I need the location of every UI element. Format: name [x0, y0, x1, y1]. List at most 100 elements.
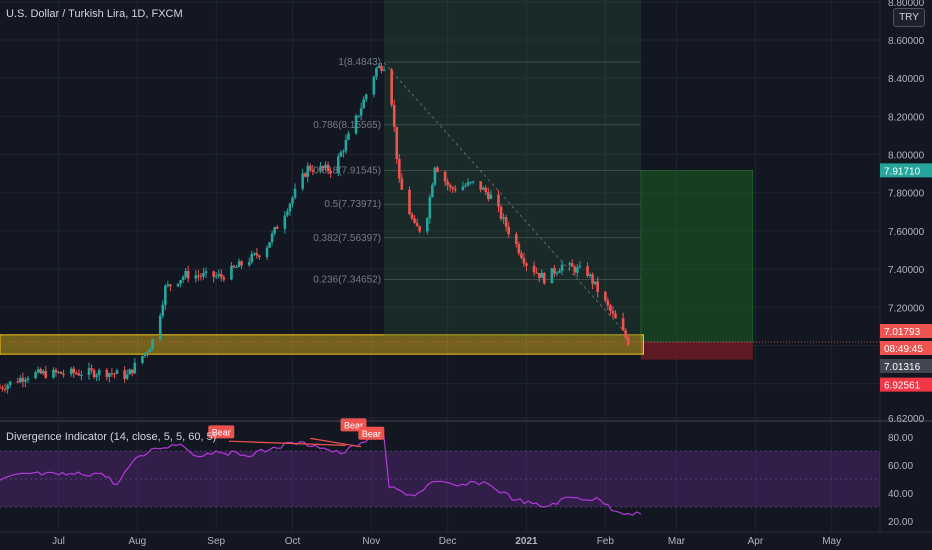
candle-body: [392, 105, 396, 127]
candle-body: [146, 351, 149, 353]
candle-body: [591, 274, 594, 284]
candle-body: [19, 377, 22, 383]
candle-body: [573, 266, 577, 273]
candle-body: [95, 375, 98, 378]
candle-body: [451, 187, 455, 189]
candle-body: [69, 368, 73, 375]
candle-body: [6, 384, 9, 390]
candle-body: [354, 115, 358, 134]
candle-body: [342, 151, 345, 153]
bear-label-box: [208, 425, 235, 439]
candle-body: [400, 178, 404, 190]
fib-level-label: 1(8.4843): [338, 57, 381, 68]
candle-body: [235, 267, 238, 269]
fibonacci-retracement[interactable]: 1(8.4843) 0.786(8.15565) 0.618(7.91545) 0.5…: [313, 0, 641, 337]
zones-layer: [0, 170, 754, 360]
price-tick-label: 8.20000: [888, 112, 925, 123]
candle-body: [471, 181, 475, 183]
time-tick-label: 2021: [515, 536, 538, 547]
candle-body: [250, 253, 254, 262]
candle-body: [408, 189, 411, 215]
candle-body: [481, 187, 485, 190]
price-badge-label: 7.01793: [884, 327, 921, 338]
candle-body: [217, 274, 221, 276]
candle-body: [184, 270, 187, 278]
candle-body: [161, 304, 165, 316]
candle-body: [410, 214, 414, 219]
candle-body: [214, 275, 218, 277]
candle-body: [464, 185, 467, 187]
fib-level-label: 0.786(8.15565): [313, 120, 381, 131]
candle-body: [181, 277, 185, 281]
candle-body: [34, 372, 37, 379]
candle-body: [377, 65, 381, 68]
candle-body: [115, 370, 119, 374]
candle-body: [347, 133, 350, 140]
candle-body: [611, 310, 615, 314]
candle-body: [336, 156, 340, 174]
candle-body: [469, 182, 472, 184]
candle-body: [247, 261, 251, 266]
candle-body: [8, 381, 12, 385]
price-badges: 7.91710 7.01793 08:49:45 7.01316 6.92561: [880, 163, 932, 392]
candle-body: [176, 283, 180, 287]
price-tick-label: 8.40000: [888, 74, 925, 85]
candle-body: [57, 371, 60, 373]
candle-body: [461, 186, 465, 191]
candle-body: [288, 203, 292, 212]
price-tick-label: 7.20000: [888, 303, 925, 314]
time-tick-label: Feb: [597, 536, 615, 547]
candle-body: [522, 258, 526, 264]
candle-body: [90, 368, 93, 371]
position-target-zone[interactable]: [640, 170, 754, 343]
time-tick-label: Oct: [285, 536, 301, 547]
candle-body: [130, 369, 134, 374]
candle-body: [453, 188, 457, 191]
fib-level-label: 0.382(7.56397): [313, 233, 381, 244]
time-tick-label: Mar: [668, 536, 686, 547]
candle-body: [237, 261, 241, 268]
candle-body: [240, 261, 243, 266]
candle-body: [484, 187, 488, 193]
candle-body: [62, 373, 65, 375]
candle-body: [504, 217, 508, 227]
candle-body: [443, 171, 447, 182]
candle-body: [108, 373, 111, 377]
candle-body: [540, 272, 544, 278]
currency-button[interactable]: TRY: [893, 8, 925, 27]
candle-body: [319, 166, 322, 172]
fibonacci-zone[interactable]: [384, 0, 641, 336]
candle-body: [558, 271, 561, 273]
price-tick-label: 7.40000: [888, 265, 925, 276]
oscillator-tick-label: 40.00: [888, 489, 913, 500]
candle-body: [0, 387, 2, 389]
candle-body: [339, 152, 343, 157]
support-zone[interactable]: [0, 334, 644, 355]
candle-body: [479, 181, 482, 190]
oscillator-title: Divergence Indicator (14, close, 5, 5, 6…: [6, 431, 217, 443]
candle-body: [433, 167, 437, 185]
candle-body: [54, 369, 58, 373]
candle-body: [133, 362, 137, 374]
candle-body: [97, 370, 101, 376]
candle-body: [621, 318, 625, 331]
time-tick-label: Nov: [362, 536, 380, 547]
candle-body: [329, 171, 332, 174]
candle-body: [357, 115, 360, 117]
position-stop-zone[interactable]: [640, 342, 753, 360]
fib-trend-line: [383, 62, 629, 337]
candle-body: [3, 388, 7, 390]
candle-body: [41, 371, 45, 374]
price-badge: [880, 163, 932, 178]
candle-body: [308, 165, 312, 171]
price-tick-label: 8.60000: [888, 36, 925, 47]
candle-body: [123, 370, 126, 379]
candle-body: [550, 268, 554, 284]
candle-body: [179, 280, 182, 284]
candle-body: [593, 281, 597, 284]
time-tick-label: May: [822, 536, 841, 547]
candle-body: [303, 173, 307, 177]
time-tick-label: Jul: [52, 536, 65, 547]
chart-title: U.S. Dollar / Turkish Lira, 1D, FXCM: [6, 8, 183, 20]
